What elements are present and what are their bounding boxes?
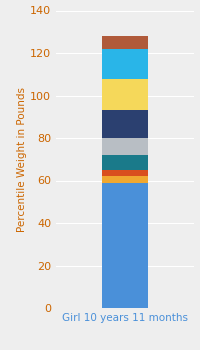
Y-axis label: Percentile Weight in Pounds: Percentile Weight in Pounds: [17, 87, 27, 232]
Bar: [102, 155, 148, 170]
Bar: [102, 138, 148, 155]
Bar: [102, 170, 148, 176]
Bar: [102, 183, 148, 308]
Bar: [102, 49, 148, 78]
Bar: [102, 110, 148, 138]
Bar: [102, 78, 148, 110]
Bar: [102, 176, 148, 183]
Bar: [102, 36, 148, 49]
